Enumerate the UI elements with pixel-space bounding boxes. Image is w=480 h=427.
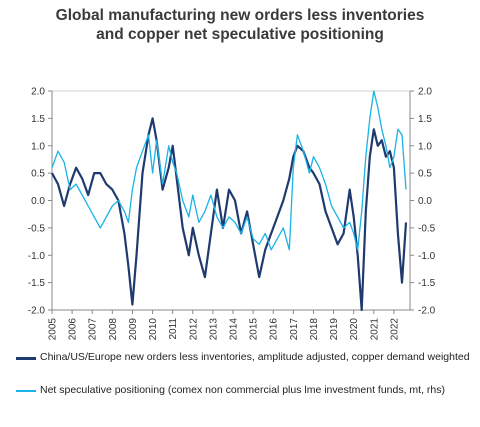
x-tick-label: 2017 [289, 318, 300, 341]
x-tick-label: 2020 [349, 318, 360, 341]
x-tick-label: 2005 [48, 318, 59, 341]
x-tick-label: 2013 [208, 318, 219, 341]
legend-label-speculative: Net speculative positioning (comex non c… [40, 384, 445, 396]
left-tick-label: 0.0 [31, 196, 45, 207]
x-tick-label: 2007 [88, 318, 99, 341]
x-tick-label: 2006 [68, 318, 79, 341]
x-tick-label: 2009 [128, 318, 139, 341]
x-tick-label: 2022 [389, 318, 400, 341]
left-tick-label: -1.0 [28, 251, 46, 262]
x-tick-label: 2012 [188, 318, 199, 341]
x-tick-label: 2021 [369, 318, 380, 341]
legend-swatch-speculative [16, 390, 36, 392]
series-line-speculative [51, 90, 407, 251]
right-tick-label: 0.0 [418, 196, 432, 207]
plot-frame [51, 90, 411, 311]
x-tick-label: 2018 [309, 318, 320, 341]
left-tick-label: -1.5 [28, 278, 46, 289]
x-tick-label: 2014 [229, 318, 240, 341]
right-tick-label: 2.0 [418, 87, 432, 98]
legend-swatch-new-orders [16, 357, 36, 360]
x-tick-label: 2011 [168, 318, 179, 340]
right-tick-label: -1.0 [418, 251, 436, 262]
legend-label-new-orders: China/US/Europe new orders less inventor… [40, 351, 470, 363]
x-tick-label: 2010 [148, 318, 159, 341]
left-tick-label: -0.5 [28, 223, 46, 234]
left-tick-label: 1.5 [31, 114, 45, 125]
right-tick-label: -0.5 [418, 223, 436, 234]
right-tick-label: -1.5 [418, 278, 436, 289]
right-tick-label: 0.5 [418, 169, 432, 180]
x-tick-label: 2019 [329, 318, 340, 341]
chart-title-line-1: Global manufacturing new orders less inv… [55, 7, 425, 24]
chart-title: Global manufacturing new orders less inv… [0, 6, 480, 44]
legend-item-speculative: Net speculative positioning (comex non c… [16, 384, 470, 397]
left-tick-label: 0.5 [31, 169, 45, 180]
left-tick-label: 1.0 [31, 141, 45, 152]
right-tick-label: -2.0 [418, 306, 436, 317]
chart-title-line-2: and copper net speculative positioning [96, 26, 384, 43]
x-tick-label: 2016 [269, 318, 280, 341]
right-tick-label: 1.5 [418, 114, 432, 125]
left-tick-label: 2.0 [31, 87, 45, 98]
x-tick-label: 2008 [108, 318, 119, 341]
series-line-new-orders [51, 117, 408, 312]
legend-item-new-orders: China/US/Europe new orders less inventor… [16, 351, 470, 364]
x-tick-label: 2015 [249, 318, 260, 341]
left-tick-label: -2.0 [28, 306, 46, 317]
right-tick-label: 1.0 [418, 141, 432, 152]
